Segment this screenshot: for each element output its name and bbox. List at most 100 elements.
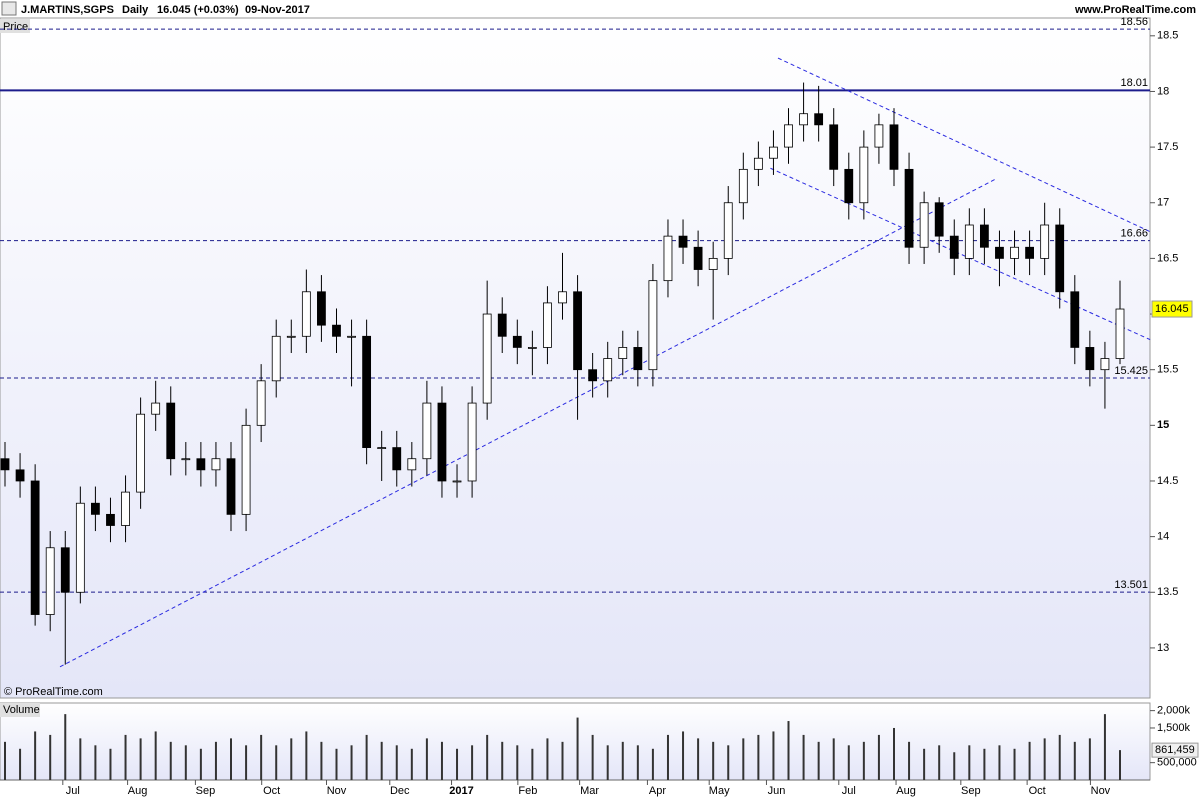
candle-body <box>151 402 161 415</box>
candle-body <box>256 380 266 426</box>
y-tick-label: 13.5 <box>1157 586 1178 598</box>
candle-body <box>45 547 55 615</box>
y-tick-label: 15 <box>1157 419 1169 431</box>
last-price: 16.045 <box>1155 303 1189 315</box>
candle-body <box>407 458 417 471</box>
candle-body <box>633 347 643 371</box>
candle-body <box>166 402 176 460</box>
candle-body <box>558 291 567 304</box>
x-tick-label: Sep <box>196 785 216 797</box>
candle-body <box>723 202 733 259</box>
candle-body <box>75 502 85 593</box>
candle-body <box>1100 358 1110 371</box>
candle-body <box>738 168 748 204</box>
x-tick-label: 2017 <box>449 785 473 797</box>
y-tick-label: 14.5 <box>1157 475 1178 487</box>
candle-body <box>30 480 40 615</box>
quote: 16.045 (+0.03%) <box>157 4 239 16</box>
x-tick-label: Jul <box>842 785 856 797</box>
candle-body <box>0 458 10 471</box>
candle-body <box>15 469 25 482</box>
candle-body <box>241 424 251 515</box>
copyright: © ProRealTime.com <box>4 686 103 698</box>
candle-body <box>799 113 808 126</box>
x-tick-label: Aug <box>896 785 916 797</box>
brand: www.ProRealTime.com <box>1074 4 1196 16</box>
y-tick-label: 14 <box>1157 531 1169 543</box>
candle-body <box>211 458 221 471</box>
y-tick-label: 17.5 <box>1157 141 1178 153</box>
level-label: 18.01 <box>1120 77 1148 89</box>
candle-body <box>271 335 281 382</box>
candle-body <box>663 235 673 282</box>
candle-body <box>286 335 296 338</box>
x-tick-label: Mar <box>580 785 599 797</box>
candle-body <box>377 447 387 449</box>
candle-body <box>904 168 914 248</box>
price-label: Price <box>3 21 28 33</box>
candle-body <box>332 324 341 337</box>
candle-body <box>1010 246 1019 259</box>
candle-body <box>934 202 944 237</box>
candle-body <box>1040 224 1050 259</box>
level-label: 18.56 <box>1120 16 1148 28</box>
x-tick-label: Dec <box>390 785 410 797</box>
candle-body <box>753 157 763 170</box>
candle-body <box>467 402 477 482</box>
x-tick-label: May <box>709 785 730 797</box>
y-tick-label: 15.5 <box>1157 364 1178 376</box>
last-volume: 861,459 <box>1155 744 1195 756</box>
candle-body <box>392 447 402 471</box>
candle-body <box>618 347 628 359</box>
candle-body <box>1025 246 1034 259</box>
x-tick-label: Sep <box>961 785 981 797</box>
candle-body <box>678 235 688 248</box>
y-tick-label: 17 <box>1157 197 1169 209</box>
trendline <box>777 57 1151 233</box>
level-label: 16.66 <box>1120 227 1148 239</box>
volume-panel <box>0 702 1151 781</box>
volume-tick-label: 500,000 <box>1157 757 1197 769</box>
volume-label: Volume <box>3 704 40 716</box>
candle-body <box>482 313 492 404</box>
y-tick-label: 13 <box>1157 642 1169 654</box>
candle-body <box>136 413 146 493</box>
x-tick-label: Jun <box>768 785 786 797</box>
date: 09-Nov-2017 <box>245 4 310 16</box>
x-tick-label: Jul <box>66 785 80 797</box>
candle-body <box>708 257 718 270</box>
candle-body <box>512 335 522 348</box>
candle-body <box>543 302 552 348</box>
last-volume-box <box>1151 742 1199 758</box>
x-tick-label: Nov <box>327 785 347 797</box>
candle-body <box>603 358 613 382</box>
candle-body <box>437 402 447 482</box>
x-tick-label: Feb <box>518 785 537 797</box>
candle-body <box>527 347 537 349</box>
candle-body <box>1085 347 1095 371</box>
candle-body <box>121 491 130 526</box>
x-tick-label: Apr <box>649 785 666 797</box>
symbol: J.MARTINS,SGPS <box>21 4 114 16</box>
candle-body <box>769 146 778 159</box>
candle-body <box>784 124 793 148</box>
candle-body <box>829 124 839 170</box>
candle-body <box>588 369 598 382</box>
candle-body <box>422 402 432 460</box>
candle-body <box>844 168 854 204</box>
candle-body <box>693 246 703 270</box>
candle-body <box>91 502 100 515</box>
candle-body <box>995 246 1004 259</box>
candle-body <box>362 335 372 448</box>
candle-body <box>497 313 507 337</box>
y-tick-label: 16.5 <box>1157 252 1178 264</box>
candle-body <box>106 513 115 526</box>
candle-body <box>949 235 959 259</box>
y-tick-label: 18 <box>1157 85 1169 97</box>
candle-body <box>1055 224 1065 293</box>
candle-body <box>889 124 899 170</box>
candle-body <box>964 224 974 259</box>
level-label: 13.501 <box>1114 579 1148 591</box>
